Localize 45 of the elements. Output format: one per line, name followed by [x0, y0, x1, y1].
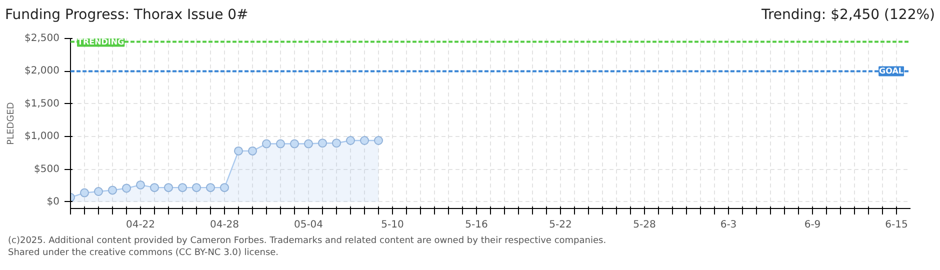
point — [318, 138, 327, 148]
ref-line-label: GOAL — [879, 66, 904, 76]
y-axis-title: PLEDGED — [6, 102, 17, 145]
x-tick-label: 05-04 — [294, 220, 324, 230]
point — [262, 139, 271, 148]
point — [122, 184, 131, 193]
ref-line-label: TRENDING — [78, 37, 124, 46]
point — [234, 146, 243, 156]
point — [136, 180, 145, 190]
point — [164, 183, 173, 192]
y-tick-label: $2,000 — [24, 66, 60, 77]
x-tick-label: 04-22 — [126, 220, 156, 230]
point — [192, 183, 201, 192]
point — [206, 183, 215, 192]
point — [220, 183, 229, 192]
text: (c)2025. Additional content provided by Cameron Forbes. Trademarks and related content are owned by their respective companies. — [8, 236, 606, 246]
x-tick-label: 6-3 — [720, 220, 737, 230]
chart-title: Funding Progress: Thorax Issue 0# — [5, 6, 248, 25]
y-tick-label: $1,500 — [24, 98, 60, 110]
x-tick-label: 04-28 — [210, 220, 240, 230]
y-tick-label: $0 — [46, 196, 60, 208]
y-tick-label: $2,500 — [24, 33, 60, 44]
chart-subtitle: Trending: $2,450 (122%) — [761, 6, 935, 25]
x-tick-label: 5-22 — [549, 220, 572, 230]
point — [150, 183, 159, 192]
point — [346, 136, 355, 145]
point — [80, 188, 89, 198]
point — [276, 139, 285, 148]
y-tick-label: $500 — [34, 164, 60, 175]
point — [360, 136, 369, 145]
y-tick-label: $1,000 — [24, 131, 60, 142]
point — [374, 136, 383, 145]
point — [248, 146, 257, 156]
point — [304, 139, 313, 148]
point — [94, 187, 103, 196]
x-tick-label: 5-10 — [381, 220, 404, 230]
point — [178, 183, 187, 192]
text: Shared under the creative commons (CC BY-NC 3.0) license. — [8, 248, 279, 258]
point — [108, 186, 117, 195]
x-tick-label: 6-9 — [804, 220, 821, 230]
x-tick-label: 5-28 — [633, 220, 656, 230]
point — [290, 139, 299, 148]
x-tick-label: 6-15 — [885, 220, 908, 230]
point — [332, 138, 341, 148]
x-tick-label: 5-16 — [465, 220, 488, 230]
